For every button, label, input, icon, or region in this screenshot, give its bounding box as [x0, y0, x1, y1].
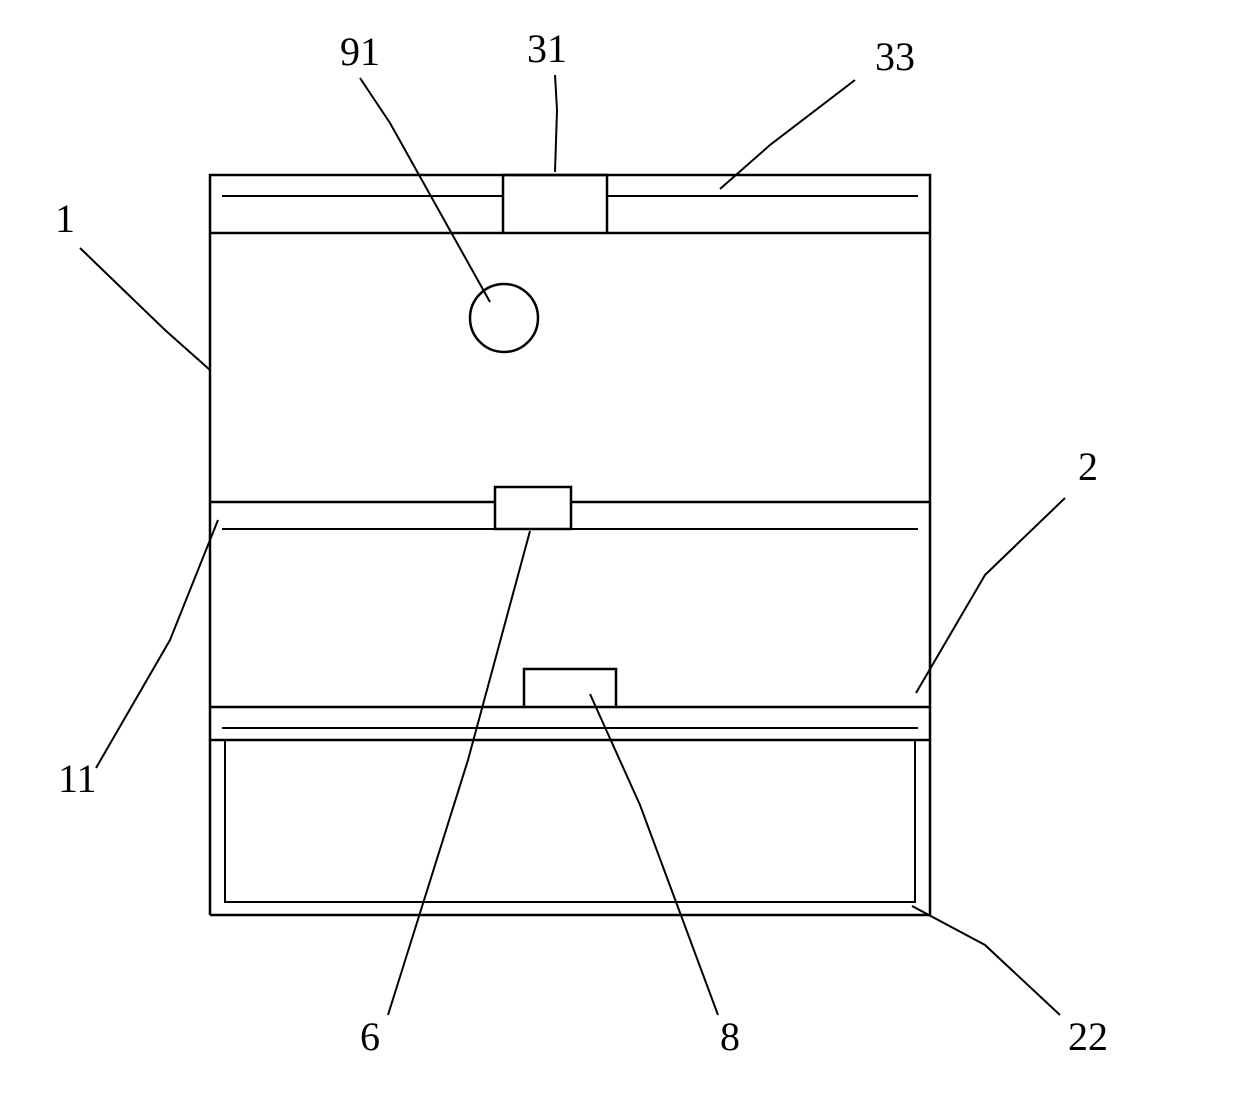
label-33: 33 — [875, 34, 915, 79]
label-8: 8 — [720, 1014, 740, 1059]
label-1: 1 — [55, 196, 75, 241]
label-2: 2 — [1078, 444, 1098, 489]
label-31: 31 — [527, 26, 567, 71]
label-6: 6 — [360, 1014, 380, 1059]
label-11: 11 — [58, 756, 97, 801]
label-91: 91 — [340, 29, 380, 74]
label-22: 22 — [1068, 1014, 1108, 1059]
